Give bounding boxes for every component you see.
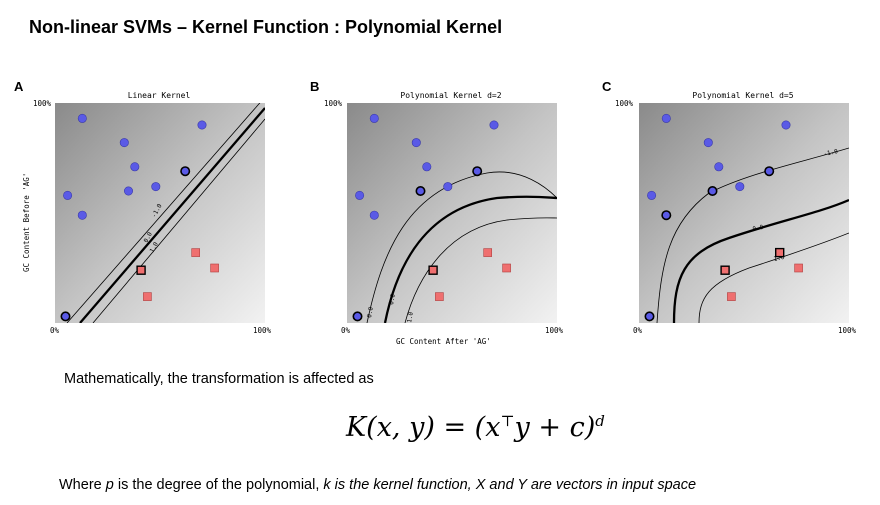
panel-a-xright: 100%	[253, 326, 272, 335]
panel-b-title: Polynomial Kernel d=2	[400, 91, 502, 100]
data-point-circle	[661, 113, 671, 123]
data-point-square	[794, 263, 803, 273]
data-point-square	[727, 292, 736, 301]
panel-c-xright: 100%	[838, 326, 857, 335]
data-point-square	[502, 263, 511, 273]
data-point-circle	[735, 182, 745, 192]
where-part3: k is the kernel function, X and Y are ve…	[323, 477, 697, 493]
panel-b-margin-upper	[366, 171, 557, 323]
data-point-circle	[411, 138, 421, 148]
data-point-circle	[77, 210, 87, 220]
panel-b-ytop: 100%	[324, 99, 343, 108]
panel-a-title: Linear Kernel	[127, 91, 191, 100]
data-point-circle	[197, 120, 207, 130]
data-point-circle	[714, 162, 724, 172]
panel-c-decision-line	[672, 198, 849, 323]
panel-b-letter: B	[310, 79, 320, 94]
panel-b-contour-label: 1.0	[406, 311, 415, 323]
data-point-circle	[489, 120, 499, 130]
where-text: Where p is the degree of the polynomial,…	[59, 477, 696, 493]
panel-c-contour-label: 0.0	[752, 224, 764, 233]
y-axis-label: GC Content Before 'AG'	[22, 172, 31, 272]
data-point-square	[210, 263, 219, 273]
data-point-circle	[355, 190, 365, 200]
panel-a-margin-upper	[66, 103, 261, 323]
kernel-formula: K(x, y) = (x⊤y + c)d	[346, 412, 605, 443]
support-vector-circle	[764, 166, 775, 177]
formula-degree: d	[595, 412, 605, 430]
data-point-circle	[124, 186, 134, 196]
panel-c-ytop: 100%	[615, 99, 634, 108]
panel-b-plot: 0.0 0.0 1.0	[347, 103, 557, 323]
panel-b-contour-label: 0.0	[388, 293, 397, 305]
panel-b-margin-lower	[404, 217, 557, 323]
data-point-circle	[443, 182, 453, 192]
panel-c-points	[644, 113, 803, 322]
panel-a-background	[55, 103, 265, 323]
data-point-circle	[77, 113, 87, 123]
panel-c-contour-label: -1.0	[823, 148, 839, 158]
panel-c-letter: C	[602, 79, 612, 94]
support-vector-circle	[60, 311, 71, 322]
support-vector-circle	[415, 186, 426, 197]
panel-a-contour-label: 0.0	[143, 231, 154, 244]
support-vector-square	[136, 265, 146, 275]
panel-b-contour-label: 0.0	[366, 306, 375, 318]
support-vector-square	[720, 265, 730, 275]
panel-a-contour-label: 1.0	[149, 241, 160, 254]
panel-b-points	[352, 113, 511, 322]
data-point-square	[483, 248, 492, 257]
support-vector-circle	[180, 166, 191, 177]
panel-b-decision-line	[383, 195, 557, 323]
where-part1: Where	[59, 477, 106, 493]
data-point-circle	[781, 120, 791, 130]
formula-mid: y + c)	[514, 412, 596, 443]
data-point-circle	[369, 210, 379, 220]
support-vector-circle	[661, 210, 672, 221]
panel-c-contour-label: 1.0	[773, 254, 785, 263]
panel-a-ytop: 100%	[33, 99, 52, 108]
panel-a-margin-lower	[92, 118, 265, 323]
data-point-circle	[422, 162, 432, 172]
data-point-circle	[119, 138, 129, 148]
panel-c-title: Polynomial Kernel d=5	[692, 91, 794, 100]
data-point-square	[143, 292, 152, 301]
panel-a-plot: -1.0 0.0 1.0	[55, 103, 265, 323]
panel-a-decision-line	[79, 107, 265, 323]
panel-b-xright: 100%	[545, 326, 564, 335]
where-p-var: p	[105, 477, 114, 493]
data-point-square	[435, 292, 444, 301]
slide-title: Non-linear SVMs – Kernel Function : Poly…	[29, 17, 503, 37]
data-point-circle	[703, 138, 713, 148]
support-vector-circle	[352, 311, 363, 322]
panel-b-xleft: 0%	[341, 326, 351, 335]
data-point-circle	[369, 113, 379, 123]
x-axis-label: GC Content After 'AG'	[396, 337, 491, 346]
where-part2: is the degree of the polynomial,	[113, 477, 324, 493]
support-vector-circle	[707, 186, 718, 197]
formula-main: K(x, y) = (x	[346, 412, 501, 443]
support-vector-circle	[472, 166, 483, 177]
support-vector-square	[774, 247, 785, 258]
panel-c-plot: -1.0 0.0 1.0	[639, 103, 849, 323]
data-point-square	[191, 248, 200, 257]
data-point-circle	[151, 182, 161, 192]
transformation-text: Mathematically, the transformation is af…	[64, 371, 374, 387]
panel-a-xleft: 0%	[50, 326, 60, 335]
data-point-circle	[647, 190, 657, 200]
data-point-circle	[130, 162, 140, 172]
support-vector-square	[428, 265, 438, 275]
formula-transpose: ⊤	[500, 412, 515, 430]
panel-c-margin-lower	[698, 232, 849, 323]
panel-c-xleft: 0%	[633, 326, 643, 335]
support-vector-circle	[644, 311, 655, 322]
panel-a-points	[60, 113, 219, 322]
panel-a-letter: A	[14, 79, 24, 94]
data-point-circle	[63, 190, 73, 200]
